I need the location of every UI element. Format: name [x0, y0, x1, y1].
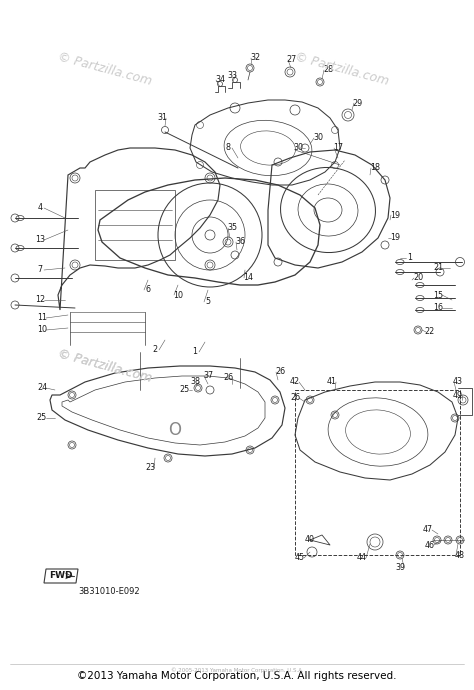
- Text: 28: 28: [323, 66, 333, 75]
- Text: 44: 44: [357, 553, 367, 562]
- Text: 1: 1: [192, 348, 198, 357]
- Text: 29: 29: [353, 99, 363, 108]
- Text: 27: 27: [287, 55, 297, 64]
- Text: FWD: FWD: [49, 571, 73, 580]
- Text: 25: 25: [180, 386, 190, 395]
- Text: 3B31010-E092: 3B31010-E092: [78, 587, 140, 596]
- Text: 47: 47: [423, 526, 433, 535]
- Text: 22: 22: [425, 328, 435, 337]
- Text: 14: 14: [243, 273, 253, 282]
- Text: 2: 2: [153, 346, 157, 355]
- Bar: [295, 390, 460, 555]
- Text: 48: 48: [455, 551, 465, 560]
- Text: ©2013 Yamaha Motor Corporation, U.S.A. All rights reserved.: ©2013 Yamaha Motor Corporation, U.S.A. A…: [77, 671, 397, 681]
- Text: 6: 6: [146, 286, 151, 295]
- Text: 26: 26: [290, 393, 300, 402]
- Text: © Partzilla.com: © Partzilla.com: [56, 347, 153, 384]
- Text: 35: 35: [227, 224, 237, 233]
- Text: 25: 25: [37, 413, 47, 422]
- Text: 36: 36: [235, 237, 245, 246]
- Text: © Partzilla.com: © Partzilla.com: [56, 347, 153, 384]
- Text: 12: 12: [35, 295, 45, 304]
- Text: 42: 42: [290, 377, 300, 386]
- Text: 13: 13: [35, 235, 45, 244]
- Text: 45: 45: [295, 553, 305, 562]
- Text: 7: 7: [37, 266, 43, 275]
- Text: 26: 26: [223, 373, 233, 382]
- Text: 8: 8: [226, 144, 230, 152]
- Text: © Partzilla.com: © Partzilla.com: [56, 50, 153, 88]
- Text: 32: 32: [250, 54, 260, 63]
- Text: 5: 5: [205, 297, 210, 306]
- Text: 20: 20: [413, 273, 423, 282]
- Text: 18: 18: [370, 164, 380, 172]
- Text: 40: 40: [305, 535, 315, 544]
- Text: 4: 4: [37, 204, 43, 213]
- Text: 34: 34: [215, 75, 225, 84]
- Text: 31: 31: [157, 113, 167, 123]
- Text: 19: 19: [390, 233, 400, 242]
- Text: 30: 30: [293, 144, 303, 152]
- Text: 11: 11: [37, 313, 47, 322]
- Text: 10: 10: [173, 290, 183, 299]
- Text: 10: 10: [37, 326, 47, 335]
- Text: 49: 49: [453, 391, 463, 400]
- Text: 26: 26: [275, 368, 285, 377]
- Text: 15: 15: [433, 290, 443, 299]
- Text: 19: 19: [390, 210, 400, 219]
- Text: 43: 43: [453, 377, 463, 386]
- Text: 16: 16: [433, 304, 443, 313]
- Text: 38: 38: [190, 377, 200, 386]
- Text: 17: 17: [333, 144, 343, 152]
- Text: 37: 37: [203, 371, 213, 380]
- Text: 23: 23: [145, 464, 155, 473]
- Text: 33: 33: [227, 70, 237, 79]
- Text: 30: 30: [313, 133, 323, 143]
- Text: 41: 41: [327, 377, 337, 386]
- Text: 46: 46: [425, 540, 435, 549]
- Text: 24: 24: [37, 384, 47, 393]
- Text: O: O: [168, 421, 182, 439]
- Text: 1: 1: [408, 253, 412, 262]
- Text: © 2005-2013 Yamaha Motor Corporation, U.S.A.: © 2005-2013 Yamaha Motor Corporation, U.…: [171, 667, 303, 673]
- Text: 21: 21: [433, 264, 443, 273]
- Text: © Partzilla.com: © Partzilla.com: [293, 50, 390, 88]
- Text: 39: 39: [395, 564, 405, 573]
